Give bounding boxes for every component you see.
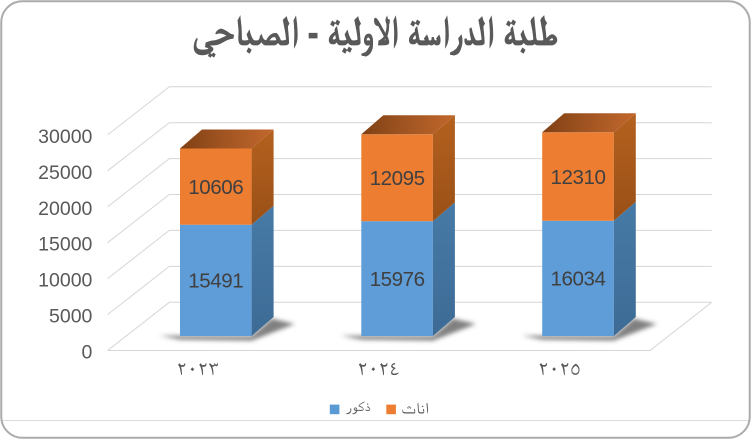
svg-text:30000: 30000 [38, 126, 92, 148]
svg-text:15491: 15491 [188, 270, 243, 293]
svg-text:10000: 10000 [38, 270, 92, 292]
svg-text:5000: 5000 [49, 306, 93, 328]
svg-text:20000: 20000 [38, 198, 92, 220]
svg-text:12095: 12095 [370, 167, 425, 190]
svg-text:16034: 16034 [550, 268, 605, 291]
svg-text:0: 0 [82, 342, 93, 364]
svg-text:15976: 15976 [370, 268, 425, 291]
svg-text:12310: 12310 [550, 166, 605, 189]
svg-text:10606: 10606 [188, 176, 243, 199]
svg-text:25000: 25000 [38, 162, 92, 184]
svg-text:15000: 15000 [38, 234, 92, 256]
